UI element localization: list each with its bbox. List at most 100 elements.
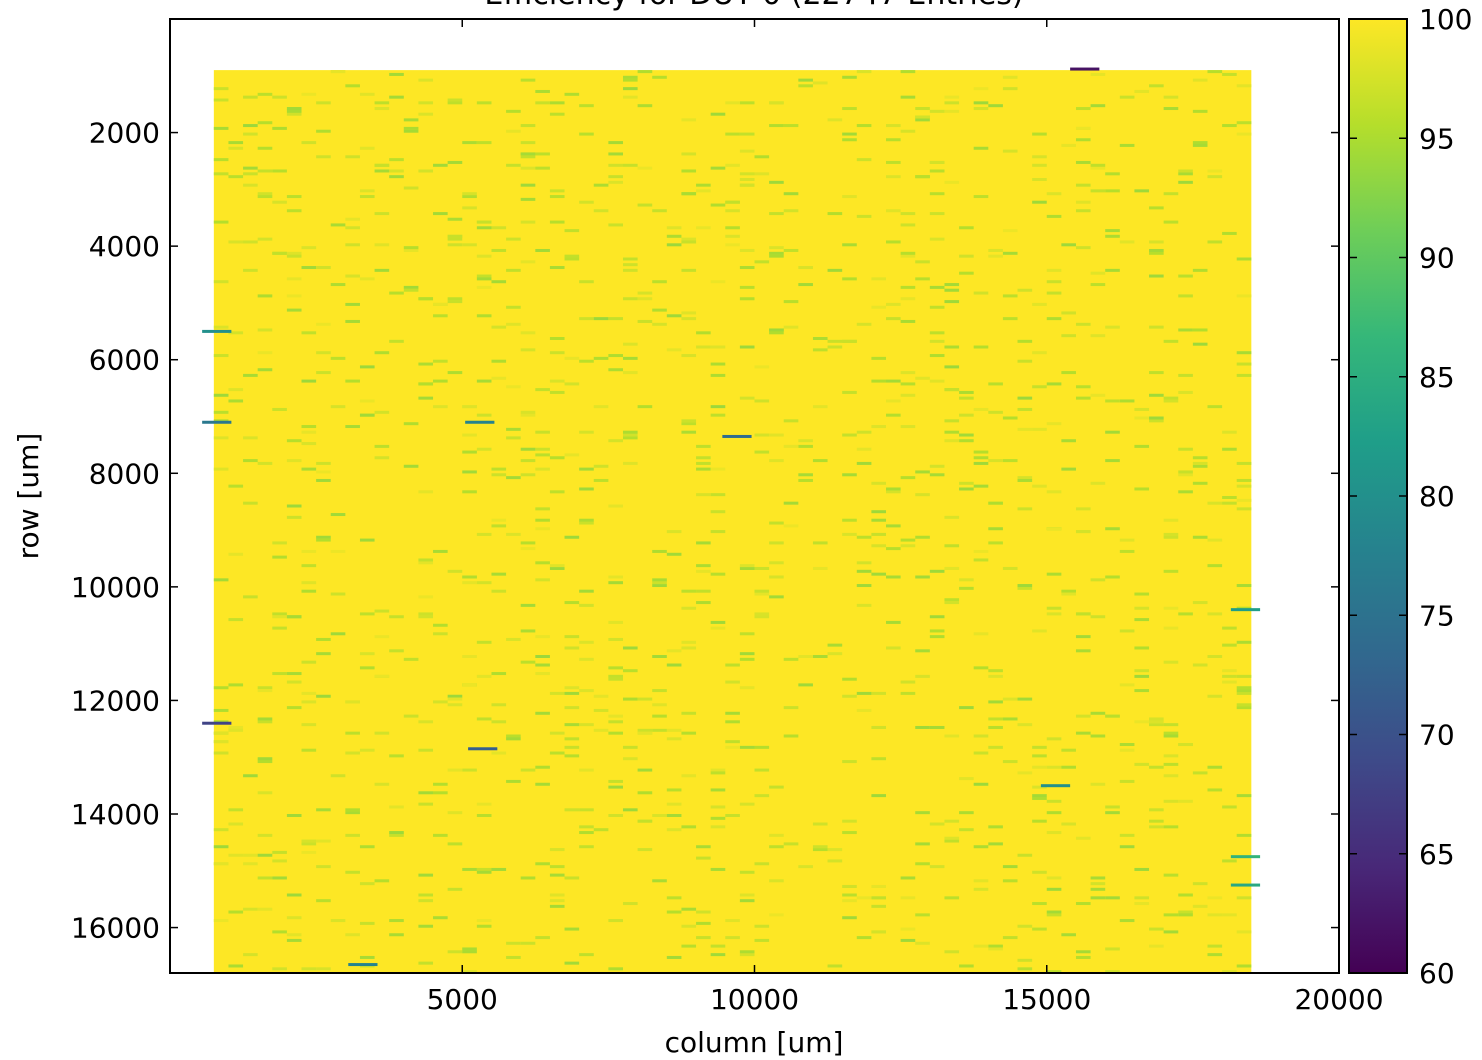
heatmap-cell [827, 339, 843, 343]
heatmap-cell [1105, 268, 1120, 272]
heatmap-notable-cell [468, 747, 498, 751]
heatmap-cell [1163, 799, 1179, 803]
heatmap-cell [359, 538, 375, 542]
heatmap-cell [1207, 953, 1223, 957]
heatmap-cell [710, 620, 726, 624]
heatmap-cell [1105, 430, 1120, 434]
heatmap-cell [520, 331, 536, 335]
heatmap-cell [710, 788, 726, 792]
heatmap-cell [915, 260, 930, 264]
heatmap-cell [316, 478, 331, 482]
heatmap-cell [652, 703, 667, 707]
heatmap-cell [739, 396, 755, 400]
heatmap-cell [1075, 612, 1091, 616]
heatmap-cell [739, 172, 755, 176]
heatmap-cell [959, 254, 974, 258]
heatmap-cell [1236, 691, 1252, 695]
heatmap-cell [1149, 720, 1164, 724]
heatmap-cell [608, 637, 623, 641]
heatmap-cell [1046, 527, 1062, 531]
heatmap-cell [1236, 794, 1252, 798]
heatmap-cell [739, 657, 755, 661]
heatmap-cell [476, 674, 492, 678]
heatmap-cell [1236, 833, 1252, 837]
heatmap-cell [374, 243, 390, 247]
heatmap-cell [286, 209, 302, 213]
heatmap-cell [418, 78, 434, 82]
heatmap-cell [608, 317, 623, 321]
heatmap-cell [257, 720, 273, 724]
heatmap-cell [915, 811, 930, 815]
heatmap-cell [666, 910, 682, 914]
heatmap-cell [652, 75, 667, 79]
heatmap-cell [1236, 507, 1252, 511]
heatmap-cell [886, 490, 901, 494]
heatmap-cell [506, 734, 521, 738]
heatmap-cell [316, 652, 331, 656]
heatmap-cell [754, 260, 770, 264]
heatmap-notable-cell [202, 420, 232, 424]
heatmap-cell [213, 172, 229, 176]
heatmap-cell [1236, 706, 1252, 710]
heatmap-cell [345, 226, 360, 230]
heatmap-cell [1061, 439, 1076, 443]
heatmap-cell [900, 129, 916, 133]
heatmap-cell [579, 280, 594, 284]
heatmap-cell [579, 104, 594, 108]
heatmap-cell [228, 141, 244, 145]
heatmap-cell [1207, 694, 1223, 698]
heatmap-cell [871, 691, 887, 695]
y-tick-label: 16000 [71, 912, 160, 945]
heatmap-cell [1075, 200, 1091, 204]
heatmap-cell [1222, 626, 1237, 630]
heatmap-cell [520, 124, 536, 128]
heatmap-cell [564, 254, 580, 258]
heatmap-cell [1178, 373, 1193, 377]
heatmap-cell [812, 405, 828, 409]
heatmap-cell [1105, 189, 1120, 193]
heatmap-cell [973, 461, 989, 465]
heatmap-cell [549, 112, 565, 116]
heatmap-cell [1163, 518, 1179, 522]
heatmap-cell [491, 572, 507, 576]
heatmap-cell [1075, 385, 1091, 389]
heatmap-cell [1046, 214, 1062, 218]
heatmap-cell [681, 825, 697, 829]
heatmap-cell [886, 487, 901, 491]
colorbar-tick-label: 85 [1419, 361, 1455, 394]
heatmap-cell [710, 203, 726, 207]
heatmap-cell [725, 919, 740, 923]
heatmap-cell [257, 368, 273, 372]
heatmap-cell [403, 657, 419, 661]
heatmap-cell [944, 288, 960, 292]
heatmap-cell [637, 697, 653, 701]
heatmap-cell [301, 839, 317, 843]
heatmap-cell [1178, 743, 1193, 747]
heatmap-cell [1178, 893, 1193, 897]
heatmap-cell [374, 731, 390, 735]
heatmap-cell [1046, 612, 1062, 616]
heatmap-cell [696, 467, 711, 471]
heatmap-cell [403, 129, 419, 133]
heatmap-cell [1046, 799, 1062, 803]
colorbar-ticks: 60 65 70 75 80 85 90 95 100 [1349, 3, 1472, 990]
heatmap-cell [330, 774, 346, 778]
heatmap-cell [272, 850, 287, 854]
heatmap-cell [506, 427, 521, 431]
heatmap-cell [915, 115, 930, 119]
heatmap-cell [871, 277, 887, 281]
heatmap-cell [1017, 407, 1033, 411]
heatmap-cell [491, 376, 507, 380]
heatmap-cell [1119, 779, 1135, 783]
heatmap-cell [228, 175, 244, 179]
heatmap-cell [637, 319, 653, 323]
heatmap-cell [739, 266, 755, 270]
heatmap-cell [1134, 407, 1150, 411]
heatmap-cell [944, 95, 960, 99]
heatmap-cell [579, 487, 594, 491]
heatmap-cell [608, 152, 623, 156]
heatmap-cell [1046, 913, 1062, 917]
heatmap-cell [886, 413, 901, 417]
heatmap-cell [345, 933, 360, 937]
heatmap-cell [1046, 490, 1062, 494]
